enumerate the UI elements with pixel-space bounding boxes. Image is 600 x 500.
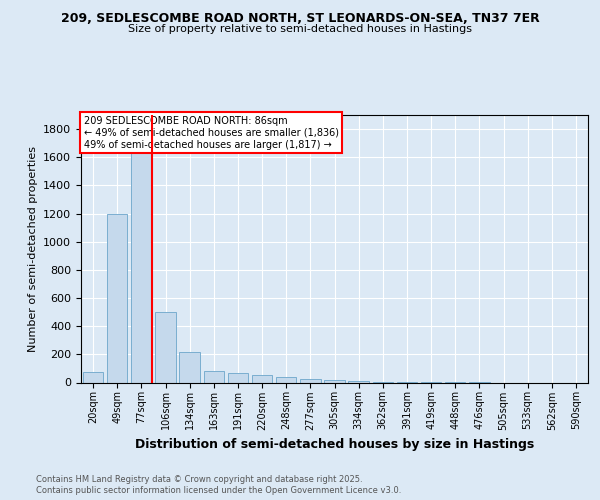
- X-axis label: Distribution of semi-detached houses by size in Hastings: Distribution of semi-detached houses by …: [135, 438, 534, 451]
- Bar: [107, 214, 127, 382]
- Bar: [83, 372, 103, 382]
- Bar: [131, 150, 152, 382]
- Bar: [203, 371, 224, 382]
- Text: Contains public sector information licensed under the Open Government Licence v3: Contains public sector information licen…: [36, 486, 401, 495]
- Text: Size of property relative to semi-detached houses in Hastings: Size of property relative to semi-detach…: [128, 24, 472, 34]
- Bar: [324, 380, 345, 382]
- Bar: [155, 312, 176, 382]
- Bar: [276, 377, 296, 382]
- Bar: [300, 379, 320, 382]
- Bar: [349, 381, 369, 382]
- Bar: [252, 375, 272, 382]
- Text: 209 SEDLESCOMBE ROAD NORTH: 86sqm
← 49% of semi-detached houses are smaller (1,8: 209 SEDLESCOMBE ROAD NORTH: 86sqm ← 49% …: [83, 116, 338, 150]
- Bar: [179, 352, 200, 382]
- Bar: [227, 374, 248, 382]
- Text: 209, SEDLESCOMBE ROAD NORTH, ST LEONARDS-ON-SEA, TN37 7ER: 209, SEDLESCOMBE ROAD NORTH, ST LEONARDS…: [61, 12, 539, 26]
- Y-axis label: Number of semi-detached properties: Number of semi-detached properties: [28, 146, 38, 352]
- Text: Contains HM Land Registry data © Crown copyright and database right 2025.: Contains HM Land Registry data © Crown c…: [36, 475, 362, 484]
